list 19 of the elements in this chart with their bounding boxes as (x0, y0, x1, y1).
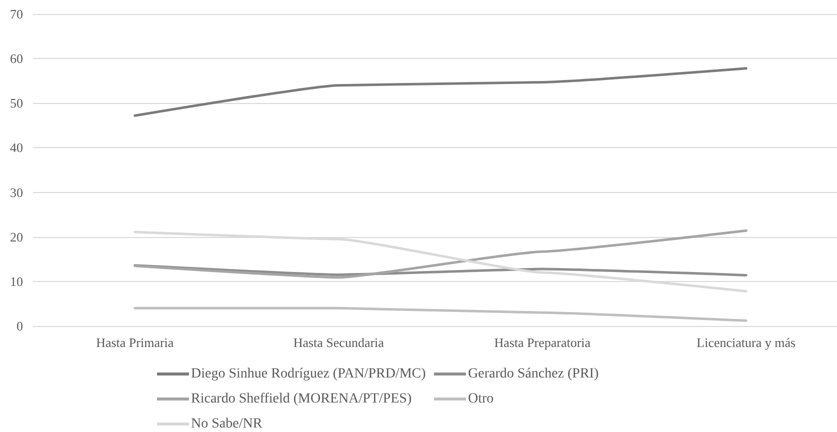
legend-label: Otro (468, 392, 494, 406)
line-series (134, 229, 748, 279)
legend-label: Gerardo Sánchez (PRI) (468, 366, 599, 382)
x-tick-label: Hasta Preparatoria (494, 335, 591, 350)
y-tick-label: 40 (10, 140, 23, 156)
legend-label: Ricardo Sheffield (MORENA/PT/PES) (191, 392, 412, 406)
x-tick-label: Licenciatura y más (696, 335, 796, 350)
y-tick-label: 20 (10, 229, 23, 244)
legend-label: Diego Sinhue Rodríguez (PAN/PRD/MC) (191, 366, 426, 382)
x-tick-label: Hasta Secundaria (293, 335, 384, 350)
y-tick-label: 10 (10, 274, 23, 289)
x-tick-label: Hasta Primaria (96, 335, 174, 350)
legend-label: No Sabe/NR (191, 416, 263, 432)
y-tick-label: 30 (10, 184, 23, 200)
y-tick-label: 70 (10, 6, 23, 22)
line-series (134, 67, 748, 117)
y-tick-label: 0 (16, 318, 23, 334)
y-tick-label: 50 (10, 96, 23, 111)
y-tick-label: 60 (10, 51, 23, 66)
